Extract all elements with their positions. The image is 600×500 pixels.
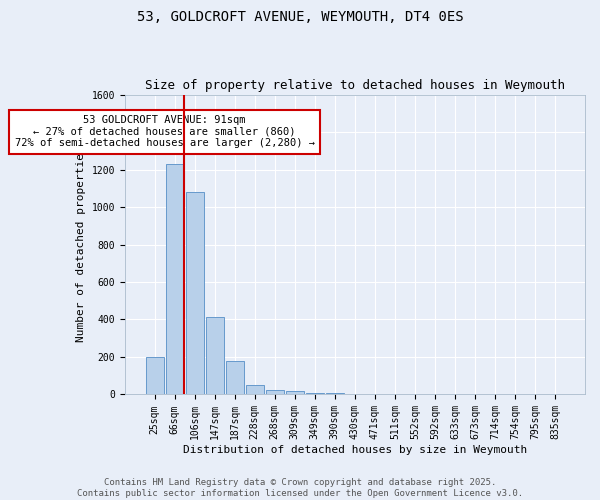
Bar: [286, 391, 304, 394]
Bar: [306, 392, 324, 394]
Y-axis label: Number of detached properties: Number of detached properties: [76, 146, 86, 342]
Bar: [206, 316, 224, 394]
Text: 53 GOLDCROFT AVENUE: 91sqm
← 27% of detached houses are smaller (860)
72% of sem: 53 GOLDCROFT AVENUE: 91sqm ← 27% of deta…: [14, 115, 314, 148]
Bar: [166, 164, 184, 394]
Bar: [185, 192, 203, 394]
Text: Contains HM Land Registry data © Crown copyright and database right 2025.
Contai: Contains HM Land Registry data © Crown c…: [77, 478, 523, 498]
Bar: [245, 385, 264, 394]
Bar: [226, 360, 244, 394]
Bar: [146, 357, 164, 395]
X-axis label: Distribution of detached houses by size in Weymouth: Distribution of detached houses by size …: [182, 445, 527, 455]
Title: Size of property relative to detached houses in Weymouth: Size of property relative to detached ho…: [145, 79, 565, 92]
Text: 53, GOLDCROFT AVENUE, WEYMOUTH, DT4 0ES: 53, GOLDCROFT AVENUE, WEYMOUTH, DT4 0ES: [137, 10, 463, 24]
Bar: [266, 390, 284, 394]
Bar: [326, 393, 344, 394]
